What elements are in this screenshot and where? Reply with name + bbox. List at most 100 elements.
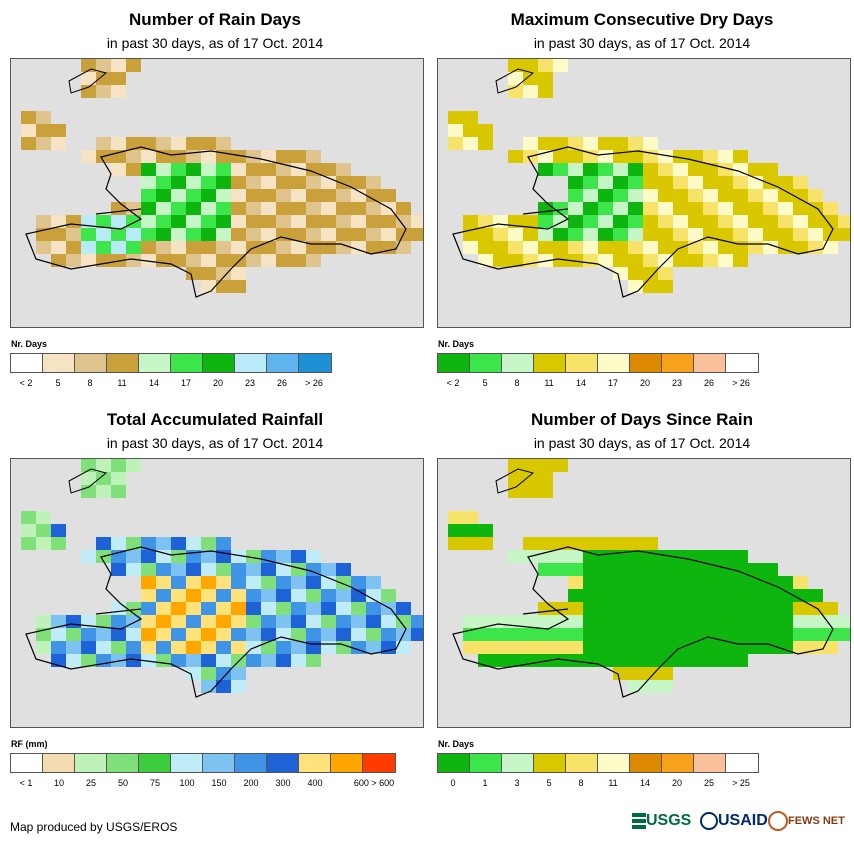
map-cell <box>748 189 763 202</box>
map-cell <box>291 641 306 654</box>
map-cell <box>688 189 703 202</box>
map-cell <box>261 215 276 228</box>
map-cell <box>201 202 216 215</box>
map-cell <box>463 641 478 654</box>
map-cell <box>51 137 66 150</box>
map-cell <box>643 254 658 267</box>
map-cell <box>628 537 643 550</box>
map-cell <box>81 59 96 72</box>
map-cell <box>216 680 231 693</box>
map-cell <box>231 150 246 163</box>
usgs-logo: USGS <box>632 808 691 834</box>
legend-swatch <box>502 754 534 772</box>
map-cell <box>186 163 201 176</box>
map-cell <box>216 589 231 602</box>
map-cell <box>508 241 523 254</box>
map-cell <box>628 137 643 150</box>
map-cell <box>51 524 66 537</box>
map-cell <box>21 511 36 524</box>
legend-tick-label: > 26 <box>732 378 750 388</box>
map-cell <box>568 189 583 202</box>
legend-tick-label: 8 <box>578 778 584 788</box>
map-cell <box>688 615 703 628</box>
map-cell <box>763 163 778 176</box>
map-cell <box>291 202 306 215</box>
map-cell <box>156 576 171 589</box>
map-cell <box>673 563 688 576</box>
map-cell <box>381 228 396 241</box>
map-cell <box>381 215 396 228</box>
map-cell <box>171 254 186 267</box>
map-cell <box>598 563 613 576</box>
panel-title: Number of Days Since Rain <box>530 410 753 429</box>
map-cell <box>733 615 748 628</box>
legend-swatch <box>11 354 43 372</box>
map-cell <box>553 654 568 667</box>
fews-seal-icon <box>768 811 788 831</box>
map-cell <box>703 150 718 163</box>
map-cell <box>538 228 553 241</box>
map-cell <box>583 537 598 550</box>
map-cell <box>141 137 156 150</box>
map-cell <box>126 641 141 654</box>
map-cell <box>613 602 628 615</box>
map-cell <box>306 189 321 202</box>
map-cell <box>523 228 538 241</box>
legend-swatch <box>299 754 331 772</box>
map-cell <box>141 215 156 228</box>
map-cell <box>141 641 156 654</box>
map-cell <box>171 589 186 602</box>
map-cell <box>673 589 688 602</box>
map-cell <box>96 215 111 228</box>
legend-tick-label: 17 <box>180 378 191 388</box>
map-cell <box>366 241 381 254</box>
map-cell <box>186 589 201 602</box>
map-cell <box>396 641 411 654</box>
map-cell <box>171 615 186 628</box>
map-cell <box>613 667 628 680</box>
legend-swatch <box>267 354 299 372</box>
map-cell <box>81 654 96 667</box>
map-cell <box>396 602 411 615</box>
map-cell <box>553 641 568 654</box>
map-cell <box>643 602 658 615</box>
legend-swatch <box>75 354 107 372</box>
map-cell <box>141 176 156 189</box>
map-cell <box>568 150 583 163</box>
legend-tick-label: 8 <box>87 378 93 388</box>
map-cell <box>141 654 156 667</box>
map-cell <box>703 202 718 215</box>
legend-swatch <box>331 754 363 772</box>
map-cell <box>246 563 261 576</box>
map-cell <box>733 576 748 589</box>
map-cell <box>36 615 51 628</box>
map-cell <box>673 654 688 667</box>
map-cell <box>508 472 523 485</box>
map-cell <box>201 602 216 615</box>
map-cell <box>351 628 366 641</box>
map-cell <box>793 602 808 615</box>
map-cell <box>216 563 231 576</box>
panel-rainfall: Total Accumulated Rainfall in past 30 da… <box>0 400 424 800</box>
map-cell <box>508 59 523 72</box>
panel-subtitle: in past 30 days, as of 17 Oct. 2014 <box>106 35 324 51</box>
map-cell <box>156 641 171 654</box>
map-cell <box>351 589 366 602</box>
map-cell <box>448 124 463 137</box>
map-cell <box>366 628 381 641</box>
map-cell <box>81 241 96 254</box>
map-cell <box>306 602 321 615</box>
map-cell <box>276 654 291 667</box>
map-cell <box>538 641 553 654</box>
map-cell <box>321 215 336 228</box>
map-cell <box>568 589 583 602</box>
map-cell <box>613 537 628 550</box>
usaid-logo: USAID <box>700 808 768 834</box>
map-cell <box>688 602 703 615</box>
legend-swatch <box>502 354 534 372</box>
map-cell <box>306 628 321 641</box>
map-cell <box>306 563 321 576</box>
fews-logo-text: FEWS NET <box>788 815 845 827</box>
map-cell <box>156 202 171 215</box>
map-cell <box>763 589 778 602</box>
